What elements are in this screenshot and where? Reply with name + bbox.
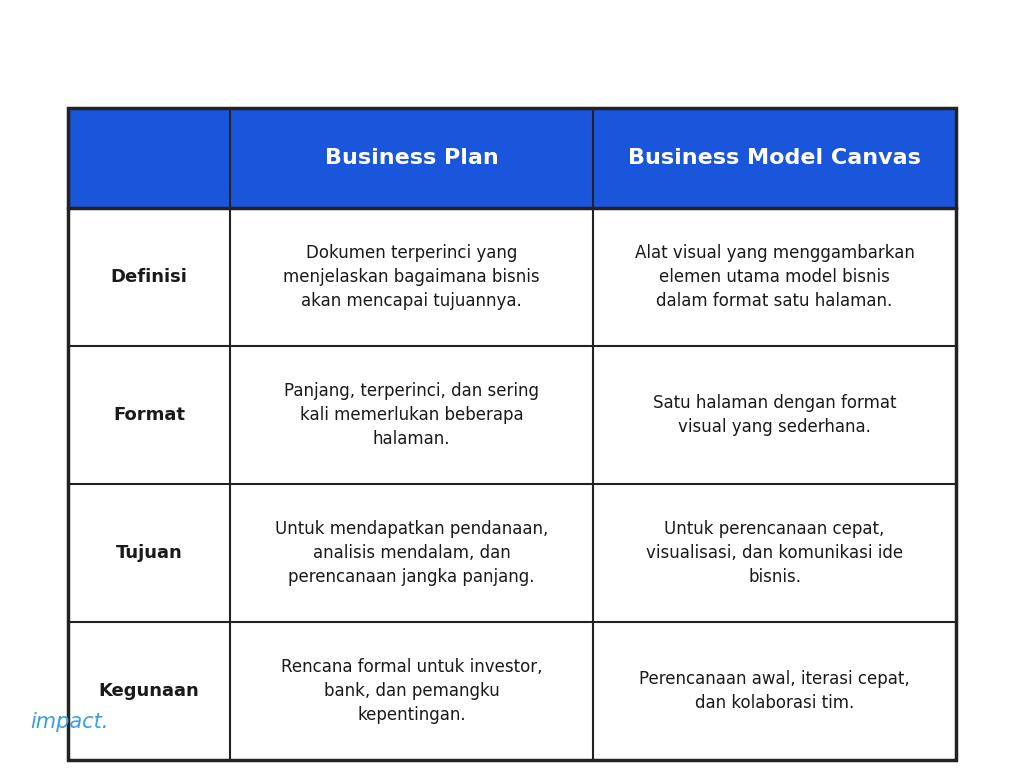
Text: Kegunaan: Kegunaan xyxy=(98,682,200,700)
Bar xyxy=(593,622,956,760)
Bar xyxy=(68,208,230,346)
Bar xyxy=(68,622,230,760)
Text: Untuk mendapatkan pendanaan,
analisis mendalam, dan
perencanaan jangka panjang.: Untuk mendapatkan pendanaan, analisis me… xyxy=(274,521,548,585)
Text: Perencanaan awal, iterasi cepat,
dan kolaborasi tim.: Perencanaan awal, iterasi cepat, dan kol… xyxy=(639,670,910,712)
Text: Business Plan: Business Plan xyxy=(325,148,499,168)
Text: Dokumen terperinci yang
menjelaskan bagaimana bisnis
akan mencapai tujuannya.: Dokumen terperinci yang menjelaskan baga… xyxy=(284,244,540,310)
Bar xyxy=(68,108,230,208)
Text: impact.: impact. xyxy=(30,712,109,732)
Bar xyxy=(230,108,593,208)
Bar xyxy=(68,108,956,760)
Text: Satu halaman dengan format
visual yang sederhana.: Satu halaman dengan format visual yang s… xyxy=(652,394,896,435)
Text: Tujuan: Tujuan xyxy=(116,544,182,562)
Text: Panjang, terperinci, dan sering
kali memerlukan beberapa
halaman.: Panjang, terperinci, dan sering kali mem… xyxy=(284,382,539,448)
Text: Untuk perencanaan cepat,
visualisasi, dan komunikasi ide
bisnis.: Untuk perencanaan cepat, visualisasi, da… xyxy=(646,521,903,585)
Text: Definisi: Definisi xyxy=(111,268,187,286)
Bar xyxy=(68,484,230,622)
Bar xyxy=(593,346,956,484)
Bar xyxy=(593,208,956,346)
Bar xyxy=(230,484,593,622)
Bar xyxy=(593,484,956,622)
Text: Format: Format xyxy=(113,406,185,424)
Text: Business Model Canvas: Business Model Canvas xyxy=(628,148,921,168)
Bar xyxy=(230,346,593,484)
Text: Alat visual yang menggambarkan
elemen utama model bisnis
dalam format satu halam: Alat visual yang menggambarkan elemen ut… xyxy=(635,244,914,310)
Bar xyxy=(593,108,956,208)
Bar xyxy=(230,208,593,346)
Bar xyxy=(230,622,593,760)
Bar xyxy=(68,346,230,484)
Text: Rencana formal untuk investor,
bank, dan pemangku
kepentingan.: Rencana formal untuk investor, bank, dan… xyxy=(281,658,543,723)
